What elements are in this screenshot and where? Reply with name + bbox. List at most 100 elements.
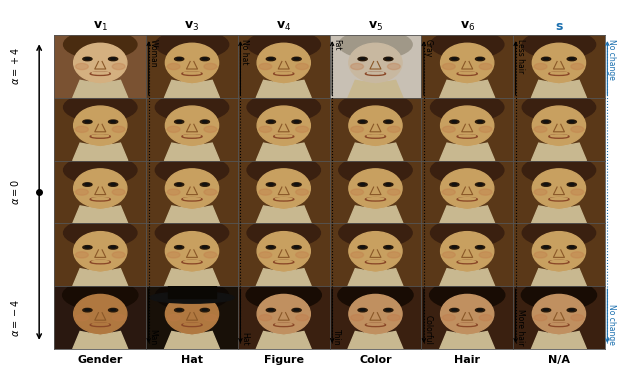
Ellipse shape	[567, 308, 577, 312]
Polygon shape	[73, 332, 128, 349]
Ellipse shape	[571, 252, 584, 258]
Ellipse shape	[63, 93, 137, 121]
Ellipse shape	[476, 246, 484, 249]
Ellipse shape	[90, 261, 110, 264]
Ellipse shape	[204, 314, 217, 321]
Ellipse shape	[274, 198, 294, 201]
Ellipse shape	[296, 314, 308, 321]
Ellipse shape	[294, 246, 299, 248]
Text: $\mathbf{v}_6$: $\mathbf{v}_6$	[460, 20, 475, 33]
Ellipse shape	[275, 198, 292, 200]
Ellipse shape	[259, 252, 272, 258]
Polygon shape	[348, 206, 403, 223]
Polygon shape	[440, 80, 495, 98]
Polygon shape	[164, 332, 220, 349]
Ellipse shape	[76, 314, 88, 321]
Ellipse shape	[156, 219, 228, 247]
Ellipse shape	[567, 57, 577, 61]
Ellipse shape	[184, 323, 200, 325]
Polygon shape	[73, 269, 128, 286]
Bar	[548, 259, 570, 275]
Polygon shape	[164, 80, 220, 98]
Ellipse shape	[269, 121, 273, 122]
Ellipse shape	[200, 183, 209, 186]
Bar	[456, 197, 478, 212]
Ellipse shape	[351, 126, 364, 133]
Bar	[364, 197, 387, 212]
Polygon shape	[348, 332, 403, 349]
Ellipse shape	[63, 30, 137, 58]
Ellipse shape	[85, 58, 90, 59]
Ellipse shape	[269, 183, 273, 185]
Polygon shape	[531, 269, 586, 286]
Ellipse shape	[294, 309, 299, 310]
Ellipse shape	[386, 183, 390, 185]
Text: Thin: Thin	[332, 328, 341, 345]
Polygon shape	[531, 143, 586, 161]
Bar	[273, 134, 295, 149]
Ellipse shape	[74, 106, 127, 145]
Ellipse shape	[349, 43, 402, 82]
Ellipse shape	[550, 261, 567, 262]
Polygon shape	[348, 80, 403, 98]
Polygon shape	[440, 332, 495, 349]
Text: Less hair: Less hair	[516, 39, 525, 73]
Ellipse shape	[296, 189, 308, 195]
Text: No hat: No hat	[241, 39, 250, 64]
Ellipse shape	[175, 308, 184, 312]
Ellipse shape	[522, 93, 596, 121]
Polygon shape	[348, 143, 403, 161]
Ellipse shape	[431, 93, 504, 121]
Ellipse shape	[477, 183, 483, 185]
Ellipse shape	[175, 57, 184, 61]
Ellipse shape	[296, 252, 308, 258]
Polygon shape	[73, 143, 128, 161]
Text: Hair: Hair	[454, 355, 480, 365]
Ellipse shape	[532, 106, 586, 145]
Ellipse shape	[202, 309, 207, 310]
Bar	[548, 71, 570, 87]
Ellipse shape	[83, 183, 92, 186]
Ellipse shape	[452, 246, 457, 248]
Ellipse shape	[459, 198, 476, 200]
Polygon shape	[256, 332, 311, 349]
Ellipse shape	[111, 121, 115, 122]
Bar	[548, 134, 570, 149]
Ellipse shape	[570, 309, 574, 310]
Ellipse shape	[351, 189, 364, 195]
Ellipse shape	[522, 156, 596, 184]
Ellipse shape	[387, 126, 400, 133]
Bar	[456, 259, 478, 275]
Bar	[89, 259, 111, 275]
Polygon shape	[256, 80, 311, 98]
Ellipse shape	[479, 252, 492, 258]
Ellipse shape	[365, 261, 385, 264]
Ellipse shape	[440, 106, 494, 145]
Ellipse shape	[532, 43, 586, 82]
Ellipse shape	[63, 282, 137, 310]
Ellipse shape	[76, 189, 88, 195]
Ellipse shape	[269, 58, 273, 59]
Bar	[181, 197, 203, 212]
Ellipse shape	[549, 135, 569, 138]
Bar	[89, 197, 111, 212]
Ellipse shape	[365, 198, 385, 201]
Ellipse shape	[339, 30, 412, 58]
Bar	[456, 322, 478, 338]
Ellipse shape	[175, 246, 184, 249]
Bar	[364, 71, 387, 87]
Ellipse shape	[92, 72, 109, 74]
Ellipse shape	[479, 126, 492, 133]
Ellipse shape	[112, 189, 125, 195]
Ellipse shape	[522, 30, 596, 58]
Ellipse shape	[156, 30, 228, 58]
Ellipse shape	[167, 63, 180, 70]
Ellipse shape	[384, 57, 393, 61]
Ellipse shape	[386, 309, 390, 310]
Ellipse shape	[85, 309, 90, 310]
Ellipse shape	[360, 309, 365, 310]
Ellipse shape	[440, 169, 494, 208]
Ellipse shape	[92, 135, 109, 137]
Ellipse shape	[386, 246, 390, 248]
Ellipse shape	[384, 183, 393, 186]
